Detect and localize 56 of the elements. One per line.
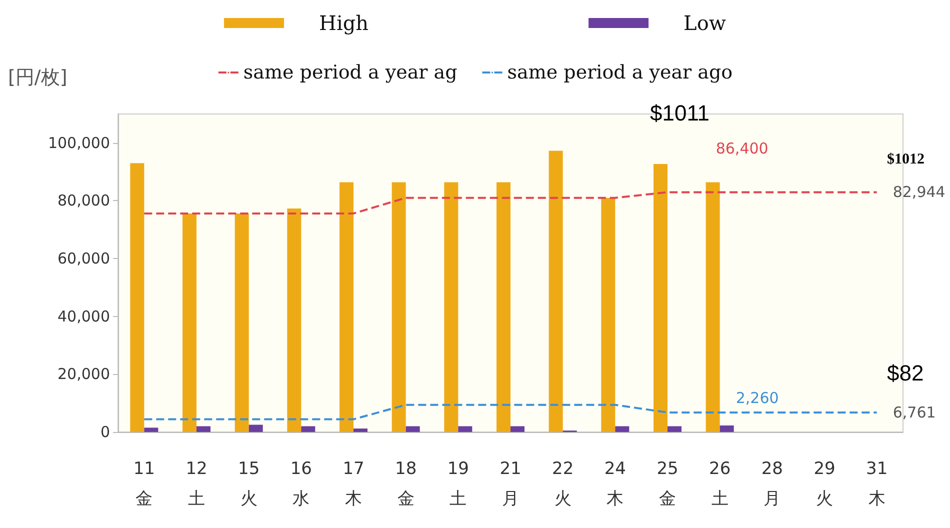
bar [287, 208, 302, 432]
annotation: 86,400 [716, 140, 768, 158]
bar [706, 182, 720, 432]
x-tick-label: 26 土 [709, 459, 731, 509]
annotation: $82 [887, 360, 924, 386]
x-tick-label: 16 水 [290, 459, 312, 509]
bar [248, 424, 263, 432]
bar [601, 198, 616, 432]
bar [354, 428, 368, 432]
bar [444, 182, 458, 432]
bar [182, 213, 196, 432]
x-tick-label: 28 月 [761, 459, 783, 509]
bar [406, 426, 420, 432]
bar [144, 428, 158, 432]
annotation: $1011 [650, 100, 710, 126]
y-tick-label: 60,000 [58, 250, 110, 268]
bar [720, 425, 734, 432]
x-tick-label: 19 土 [447, 459, 469, 509]
annotation: 82,944 [892, 183, 946, 202]
annotation: $1012 [887, 152, 924, 168]
bar [234, 213, 249, 432]
x-tick-label: 15 火 [238, 459, 260, 509]
bar [130, 163, 144, 432]
bar [392, 182, 406, 432]
bar [510, 426, 524, 432]
y-axis-title: [円/枚] [8, 66, 68, 88]
legend-label: same period a year ago [507, 62, 733, 84]
x-tick-label: 21 月 [500, 459, 522, 509]
y-tick-label: 20,000 [58, 365, 110, 384]
x-tick-label: 25 金 [656, 459, 678, 509]
bar [340, 182, 354, 432]
bar [458, 426, 472, 432]
y-tick-label: 40,000 [58, 307, 110, 326]
legend-label: Low [684, 11, 726, 35]
y-tick-label: 100,000 [48, 134, 110, 152]
x-tick-label: 24 木 [604, 459, 626, 509]
x-tick-label: 12 土 [186, 459, 208, 509]
legend-label: High [319, 11, 369, 35]
bar [668, 426, 682, 432]
x-tick-label: 31 木 [866, 459, 888, 509]
legend-label: same period a year ag [243, 62, 458, 84]
bar [301, 426, 316, 432]
x-tick-label: 29 火 [814, 459, 836, 509]
y-tick-label: 0 [100, 423, 110, 441]
x-tick-label: 11 金 [133, 459, 155, 509]
y-tick-label: 80,000 [58, 192, 110, 210]
annotation: 2,260 [736, 388, 779, 407]
bar [548, 150, 563, 432]
bar [496, 182, 510, 432]
x-tick-label: 22 火 [552, 459, 574, 509]
annotation: 6,761 [892, 403, 936, 422]
bar [654, 164, 668, 432]
bar [615, 426, 630, 432]
bar [196, 426, 210, 432]
x-tick-label: 18 金 [395, 459, 417, 509]
x-tick-label: 17 木 [342, 459, 364, 509]
